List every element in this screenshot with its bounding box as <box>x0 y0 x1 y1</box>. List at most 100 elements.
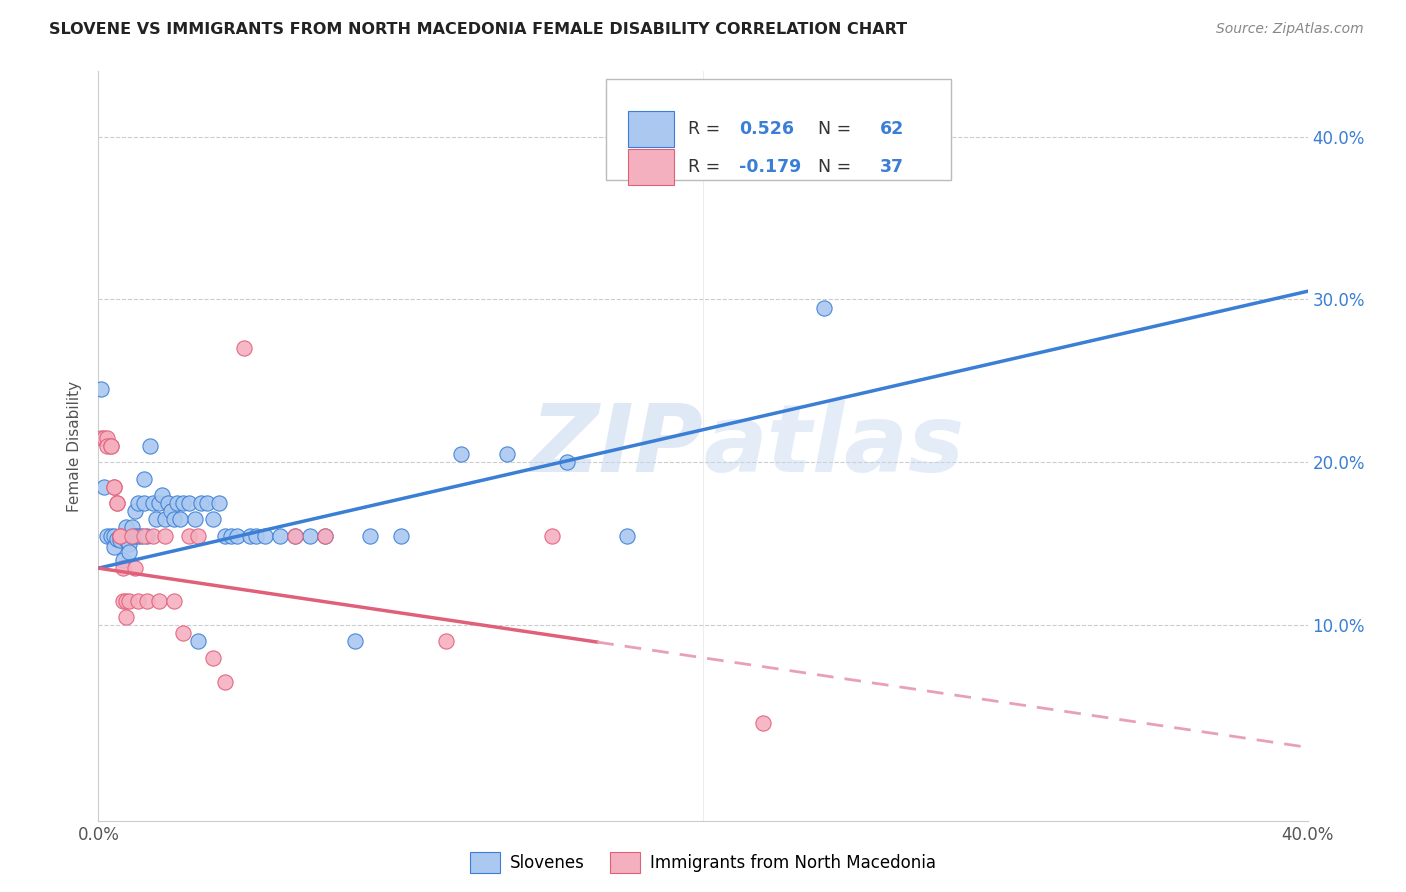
Point <box>314 528 336 542</box>
Point <box>124 504 146 518</box>
Text: 62: 62 <box>880 120 904 138</box>
Point <box>118 545 141 559</box>
Point <box>139 439 162 453</box>
Point <box>450 447 472 461</box>
Point <box>103 540 125 554</box>
Text: R =: R = <box>689 158 727 176</box>
Point <box>96 439 118 453</box>
Point <box>389 528 412 542</box>
Point <box>172 496 194 510</box>
Point <box>105 496 128 510</box>
Point <box>93 431 115 445</box>
Point <box>103 480 125 494</box>
Point <box>163 512 186 526</box>
Point <box>145 512 167 526</box>
Point <box>226 528 249 542</box>
Point <box>202 650 225 665</box>
Point <box>114 593 136 607</box>
Point <box>169 512 191 526</box>
Point <box>555 455 578 469</box>
Point <box>121 528 143 542</box>
Point <box>269 528 291 542</box>
Y-axis label: Female Disability: Female Disability <box>67 380 83 512</box>
Point <box>111 528 134 542</box>
Point <box>103 480 125 494</box>
Point <box>495 447 517 461</box>
Point <box>111 561 134 575</box>
Point <box>132 496 155 510</box>
Point <box>114 610 136 624</box>
Point <box>142 528 165 542</box>
Text: N =: N = <box>807 158 856 176</box>
Text: 37: 37 <box>880 158 904 176</box>
Point <box>108 528 131 542</box>
Point <box>96 431 118 445</box>
Point <box>214 675 236 690</box>
Point <box>156 496 179 510</box>
Point <box>540 528 562 542</box>
Point <box>299 528 322 542</box>
Point <box>187 528 209 542</box>
Point <box>166 496 188 510</box>
FancyBboxPatch shape <box>606 78 950 180</box>
Point <box>132 472 155 486</box>
Point <box>179 496 201 510</box>
Point <box>93 480 115 494</box>
Point <box>90 382 112 396</box>
Point <box>284 528 307 542</box>
Text: atlas: atlas <box>703 400 965 492</box>
Text: 0.526: 0.526 <box>740 120 794 138</box>
Point <box>108 533 131 548</box>
Point <box>142 496 165 510</box>
Point <box>752 715 775 730</box>
Point <box>148 496 170 510</box>
Point <box>108 528 131 542</box>
Point <box>813 301 835 315</box>
Point <box>150 488 173 502</box>
Point <box>245 528 267 542</box>
FancyBboxPatch shape <box>628 149 673 185</box>
Point <box>202 512 225 526</box>
Point <box>118 593 141 607</box>
Point <box>127 496 149 510</box>
Point <box>118 537 141 551</box>
Point <box>135 593 157 607</box>
Point <box>90 431 112 445</box>
Point <box>214 528 236 542</box>
Text: Source: ZipAtlas.com: Source: ZipAtlas.com <box>1216 22 1364 37</box>
Point <box>129 528 152 542</box>
Point <box>114 520 136 534</box>
Point <box>314 528 336 542</box>
Point <box>121 528 143 542</box>
Point <box>111 553 134 567</box>
Point <box>190 496 212 510</box>
Point <box>148 593 170 607</box>
Point <box>100 439 122 453</box>
Point <box>221 528 243 542</box>
Point <box>111 593 134 607</box>
Point <box>344 634 367 648</box>
Point <box>239 528 262 542</box>
Point <box>195 496 218 510</box>
Point <box>127 593 149 607</box>
Point <box>121 520 143 534</box>
Point <box>172 626 194 640</box>
Point <box>253 528 276 542</box>
Point <box>232 341 254 355</box>
Point <box>127 528 149 542</box>
Point <box>135 528 157 542</box>
Point <box>360 528 382 542</box>
Point <box>124 561 146 575</box>
Point <box>434 634 457 648</box>
Point <box>105 496 128 510</box>
Point <box>160 504 183 518</box>
Point <box>96 528 118 542</box>
Point <box>208 496 231 510</box>
Point <box>124 528 146 542</box>
FancyBboxPatch shape <box>628 112 673 147</box>
Point <box>132 528 155 542</box>
Point <box>100 528 122 542</box>
Point <box>100 439 122 453</box>
Text: SLOVENE VS IMMIGRANTS FROM NORTH MACEDONIA FEMALE DISABILITY CORRELATION CHART: SLOVENE VS IMMIGRANTS FROM NORTH MACEDON… <box>49 22 907 37</box>
Point <box>163 593 186 607</box>
